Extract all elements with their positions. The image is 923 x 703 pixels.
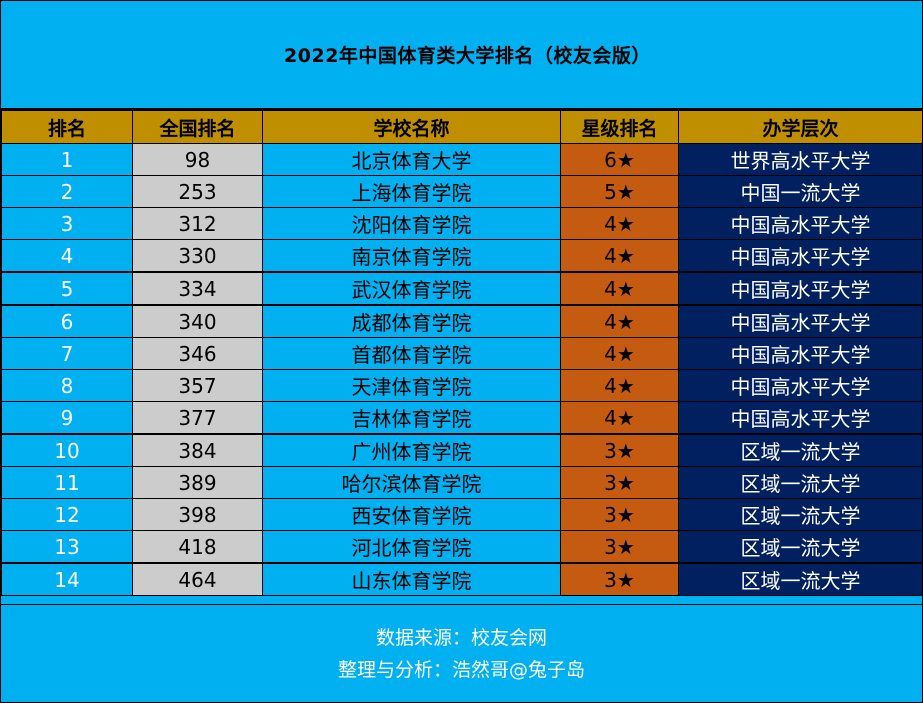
national-rank-cell: 464 (132, 562, 263, 596)
education-level-cell: 中国高水平大学 (678, 304, 923, 338)
header-education-level: 办学层次 (678, 110, 923, 144)
education-level-cell: 中国高水平大学 (678, 271, 923, 306)
education-level-cell: 中国高水平大学 (678, 401, 923, 435)
star-rating-cell: 4★ (560, 304, 679, 338)
table-row: 1 98 北京体育大学 6★ 世界高水平大学 (1, 143, 923, 176)
education-level-cell: 世界高水平大学 (678, 143, 923, 176)
rank-cell: 12 (1, 498, 133, 531)
table-row: 12 398 西安体育学院 3★ 区域一流大学 (1, 498, 923, 531)
table-row: 2 253 上海体育学院 5★ 中国一流大学 (1, 175, 923, 208)
footer: 数据来源：校友会网 整理与分析：浩然哥@兔子岛 (1, 604, 922, 702)
star-rating-cell: 4★ (560, 337, 679, 370)
national-rank-cell: 253 (132, 175, 263, 208)
page-title: 2022年中国体育类大学排名（校友会版） (284, 45, 651, 67)
rank-cell: 1 (1, 143, 133, 176)
table-header-row: 排名 全国排名 学校名称 星级排名 办学层次 (1, 110, 923, 144)
rank-cell: 6 (1, 304, 133, 338)
national-rank-cell: 346 (132, 337, 263, 370)
rank-cell: 11 (1, 466, 133, 499)
table-row: 8 357 天津体育学院 4★ 中国高水平大学 (1, 369, 923, 402)
national-rank-cell: 312 (132, 207, 263, 240)
ranking-table: 排名 全国排名 学校名称 星级排名 办学层次 1 98 北京体育大学 6★ 世界… (1, 110, 923, 596)
table-row: 4 330 南京体育学院 4★ 中国高水平大学 (1, 239, 923, 273)
school-name-cell: 天津体育学院 (262, 369, 561, 402)
table-row: 5 334 武汉体育学院 4★ 中国高水平大学 (1, 271, 923, 306)
star-rating-cell: 4★ (560, 369, 679, 402)
star-rating-cell: 3★ (560, 466, 679, 499)
star-rating-cell: 3★ (560, 498, 679, 531)
table-row: 7 346 首都体育学院 4★ 中国高水平大学 (1, 337, 923, 370)
table-row: 9 377 吉林体育学院 4★ 中国高水平大学 (1, 401, 923, 435)
school-name-cell: 沈阳体育学院 (262, 207, 561, 240)
national-rank-cell: 340 (132, 304, 263, 338)
star-rating-cell: 3★ (560, 530, 679, 564)
national-rank-cell: 389 (132, 466, 263, 499)
rank-cell: 5 (1, 271, 133, 306)
title-band: 2022年中国体育类大学排名（校友会版） (1, 1, 922, 110)
table-row: 11 389 哈尔滨体育学院 3★ 区域一流大学 (1, 466, 923, 499)
school-name-cell: 上海体育学院 (262, 175, 561, 208)
header-star-rating: 星级排名 (560, 110, 679, 144)
star-rating-cell: 5★ (560, 175, 679, 208)
school-name-cell: 武汉体育学院 (262, 271, 561, 306)
education-level-cell: 中国高水平大学 (678, 369, 923, 402)
table-row: 6 340 成都体育学院 4★ 中国高水平大学 (1, 304, 923, 338)
star-rating-cell: 4★ (560, 239, 679, 273)
school-name-cell: 广州体育学院 (262, 433, 561, 467)
table-row: 14 464 山东体育学院 3★ 区域一流大学 (1, 562, 923, 596)
school-name-cell: 吉林体育学院 (262, 401, 561, 435)
table-row: 10 384 广州体育学院 3★ 区域一流大学 (1, 433, 923, 467)
rank-cell: 14 (1, 562, 133, 596)
national-rank-cell: 330 (132, 239, 263, 273)
star-rating-cell: 3★ (560, 433, 679, 467)
rank-cell: 7 (1, 337, 133, 370)
star-rating-cell: 4★ (560, 207, 679, 240)
school-name-cell: 河北体育学院 (262, 530, 561, 564)
school-name-cell: 成都体育学院 (262, 304, 561, 338)
rank-cell: 10 (1, 433, 133, 467)
education-level-cell: 区域一流大学 (678, 433, 923, 467)
education-level-cell: 区域一流大学 (678, 530, 923, 564)
star-rating-cell: 6★ (560, 143, 679, 176)
education-level-cell: 区域一流大学 (678, 562, 923, 596)
rank-cell: 3 (1, 207, 133, 240)
national-rank-cell: 357 (132, 369, 263, 402)
header-rank: 排名 (1, 110, 133, 144)
national-rank-cell: 418 (132, 530, 263, 564)
school-name-cell: 北京体育大学 (262, 143, 561, 176)
rank-cell: 4 (1, 239, 133, 273)
school-name-cell: 西安体育学院 (262, 498, 561, 531)
school-name-cell: 哈尔滨体育学院 (262, 466, 561, 499)
education-level-cell: 中国高水平大学 (678, 239, 923, 273)
education-level-cell: 区域一流大学 (678, 498, 923, 531)
school-name-cell: 首都体育学院 (262, 337, 561, 370)
rank-cell: 9 (1, 401, 133, 435)
header-national-rank: 全国排名 (132, 110, 263, 144)
national-rank-cell: 384 (132, 433, 263, 467)
table-row: 3 312 沈阳体育学院 4★ 中国高水平大学 (1, 207, 923, 240)
education-level-cell: 中国高水平大学 (678, 337, 923, 370)
education-level-cell: 中国一流大学 (678, 175, 923, 208)
school-name-cell: 南京体育学院 (262, 239, 561, 273)
rank-cell: 2 (1, 175, 133, 208)
national-rank-cell: 334 (132, 271, 263, 306)
school-name-cell: 山东体育学院 (262, 562, 561, 596)
education-level-cell: 中国高水平大学 (678, 207, 923, 240)
national-rank-cell: 398 (132, 498, 263, 531)
national-rank-cell: 98 (132, 143, 263, 176)
star-rating-cell: 4★ (560, 401, 679, 435)
rank-cell: 8 (1, 369, 133, 402)
star-rating-cell: 3★ (560, 562, 679, 596)
education-level-cell: 区域一流大学 (678, 466, 923, 499)
header-school-name: 学校名称 (262, 110, 561, 144)
data-source-note: 数据来源：校友会网 (375, 626, 547, 649)
table-row: 13 418 河北体育学院 3★ 区域一流大学 (1, 530, 923, 564)
author-credit: 整理与分析：浩然哥@兔子岛 (337, 658, 585, 681)
national-rank-cell: 377 (132, 401, 263, 435)
rank-cell: 13 (1, 530, 133, 564)
star-rating-cell: 4★ (560, 271, 679, 306)
